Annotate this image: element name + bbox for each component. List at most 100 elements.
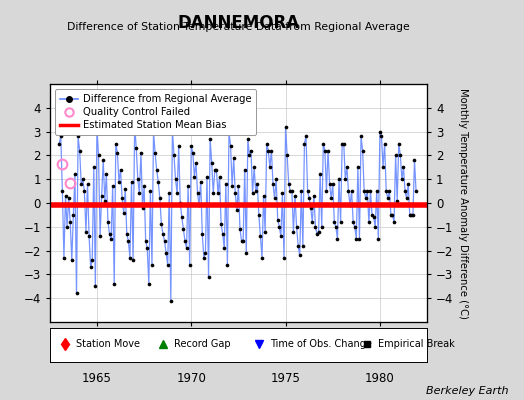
Point (285, 181, 293, 187)
Point (322, 188, 331, 194)
Point (132, 145, 140, 152)
Point (234, 183, 243, 190)
Point (115, 178, 123, 185)
Point (402, 195, 411, 202)
Point (148, 262, 156, 268)
Point (201, 250, 210, 256)
Point (126, 254, 134, 261)
Point (86, 264, 95, 270)
Point (319, 140, 328, 147)
Point (376, 128, 384, 135)
Point (176, 200, 184, 206)
Point (146, 188, 155, 194)
Point (233, 207, 241, 213)
Point (316, 171, 324, 178)
Point (190, 174, 199, 180)
Point (384, 195, 392, 202)
Point (409, 212, 417, 218)
Point (130, 121, 139, 128)
Point (225, 128, 233, 135)
Point (283, 152, 291, 158)
Point (80, 188, 89, 194)
Point (134, 176, 142, 182)
Point (259, 193, 268, 199)
Point (60, 254, 68, 261)
Point (226, 143, 235, 149)
Point (237, 238, 246, 244)
Point (248, 190, 257, 197)
Point (382, 188, 390, 194)
Point (137, 150, 145, 156)
Point (90, 164, 98, 170)
Text: Station Move: Station Move (76, 339, 140, 349)
Point (83, 181, 92, 187)
Point (335, 176, 343, 182)
Point (97, 193, 106, 199)
Text: 1965: 1965 (82, 372, 112, 385)
Point (151, 150, 159, 156)
Point (195, 202, 203, 208)
Point (377, 133, 386, 140)
Point (263, 140, 271, 147)
Text: 1980: 1980 (365, 372, 395, 385)
Point (123, 231, 131, 237)
Point (302, 133, 310, 140)
Point (371, 224, 379, 230)
Point (198, 231, 206, 237)
Point (247, 148, 255, 154)
Point (351, 224, 359, 230)
Point (313, 231, 321, 237)
Point (68, 257, 76, 263)
Point (230, 154, 238, 161)
Point (340, 140, 348, 147)
Text: Record Gap: Record Gap (174, 339, 231, 349)
Point (71, 171, 79, 178)
Point (347, 188, 356, 194)
Point (185, 262, 194, 268)
Point (395, 140, 403, 147)
Point (163, 262, 172, 268)
Point (64, 195, 73, 202)
Point (272, 176, 280, 182)
Point (88, 257, 96, 263)
Point (94, 152, 103, 158)
Point (66, 219, 74, 225)
Point (341, 176, 350, 182)
Point (374, 236, 383, 242)
Point (239, 238, 247, 244)
Point (333, 236, 342, 242)
Point (269, 181, 277, 187)
Point (308, 219, 316, 225)
Point (135, 190, 144, 197)
Point (108, 183, 117, 190)
Point (222, 181, 230, 187)
Point (311, 224, 320, 230)
Point (162, 250, 170, 256)
Point (396, 152, 405, 158)
Point (380, 140, 389, 147)
Point (79, 176, 87, 182)
Point (154, 178, 162, 185)
Point (63, 224, 71, 230)
Point (93, 124, 101, 130)
Point (192, 159, 200, 166)
Point (288, 188, 296, 194)
Point (214, 190, 222, 197)
Point (145, 281, 153, 287)
Point (110, 281, 118, 287)
Point (204, 274, 213, 280)
Point (261, 228, 269, 235)
Point (127, 178, 136, 185)
Point (58, 188, 67, 194)
Point (69, 212, 78, 218)
Point (112, 140, 120, 147)
Point (184, 183, 192, 190)
Point (296, 252, 304, 258)
Point (332, 224, 340, 230)
Point (362, 195, 370, 202)
Point (281, 124, 290, 130)
Point (267, 148, 276, 154)
Point (102, 171, 111, 178)
Text: 1975: 1975 (270, 372, 301, 385)
Point (208, 159, 216, 166)
